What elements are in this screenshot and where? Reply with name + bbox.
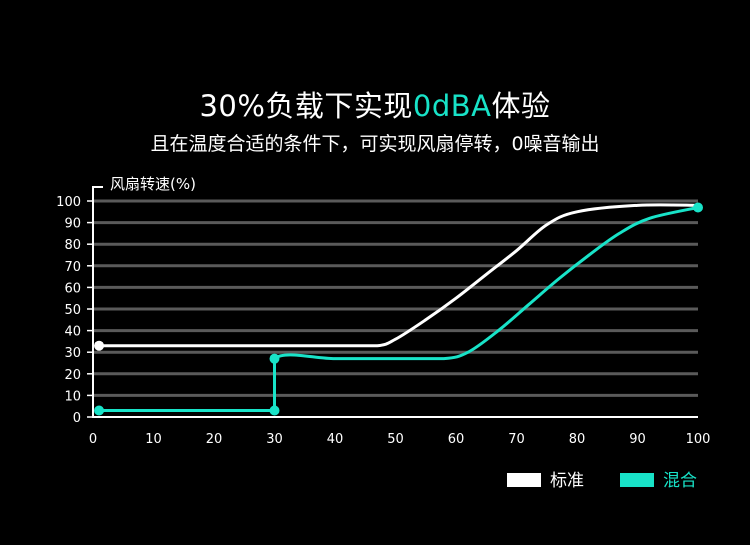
y-tick-label-60: 60 (64, 281, 81, 296)
page-title: 30%负载下实现0dBA体验 (0, 88, 750, 124)
x-tick-label-30: 30 (266, 432, 283, 447)
x-tick-label-10: 10 (145, 432, 162, 447)
x-tick-label-0: 0 (89, 432, 97, 447)
y-tick-label-10: 10 (64, 389, 81, 404)
title-suffix: 体验 (491, 89, 551, 123)
y-axis-label: 风扇转速(%) (110, 175, 196, 193)
x-tick-label-40: 40 (327, 432, 344, 447)
y-tick-label-50: 50 (64, 303, 81, 318)
legend-label-standard: 标准 (550, 471, 584, 491)
y-tick-label-90: 90 (64, 217, 81, 232)
title-highlight: 0dBA (412, 89, 492, 123)
page-subtitle: 且在温度合适的条件下，可实现风扇停转，0噪音输出 (150, 133, 600, 155)
data-point-hybrid-0 (94, 405, 105, 416)
legend-swatch-standard (507, 473, 541, 487)
x-tick-label-80: 80 (569, 432, 586, 447)
title-prefix: 30%负载下实现 (199, 89, 413, 123)
x-tick-label-100: 100 (686, 432, 711, 447)
series-line-standard (99, 203, 699, 348)
y-tick-label-80: 80 (64, 238, 81, 253)
legend-label-hybrid: 混合 (663, 471, 697, 491)
x-tick-label-60: 60 (448, 432, 465, 447)
y-tick-label-70: 70 (64, 260, 81, 275)
legend-swatch-hybrid (620, 473, 654, 487)
data-point-hybrid-3 (693, 202, 703, 213)
y-tick-label-100: 100 (56, 195, 81, 210)
x-tick-label-20: 20 (206, 432, 223, 447)
data-point-hybrid-2 (269, 353, 280, 364)
y-tick-label-20: 20 (64, 368, 81, 383)
y-tick-label-0: 0 (73, 411, 81, 426)
x-tick-label-50: 50 (387, 432, 404, 447)
data-point-hybrid-1 (269, 405, 280, 416)
data-point-standard-0 (94, 340, 105, 351)
x-tick-label-70: 70 (508, 432, 525, 447)
y-tick-label-40: 40 (64, 325, 81, 340)
y-tick-label-30: 30 (64, 346, 81, 361)
series-line-hybrid (99, 206, 699, 413)
x-tick-label-90: 90 (629, 432, 646, 447)
